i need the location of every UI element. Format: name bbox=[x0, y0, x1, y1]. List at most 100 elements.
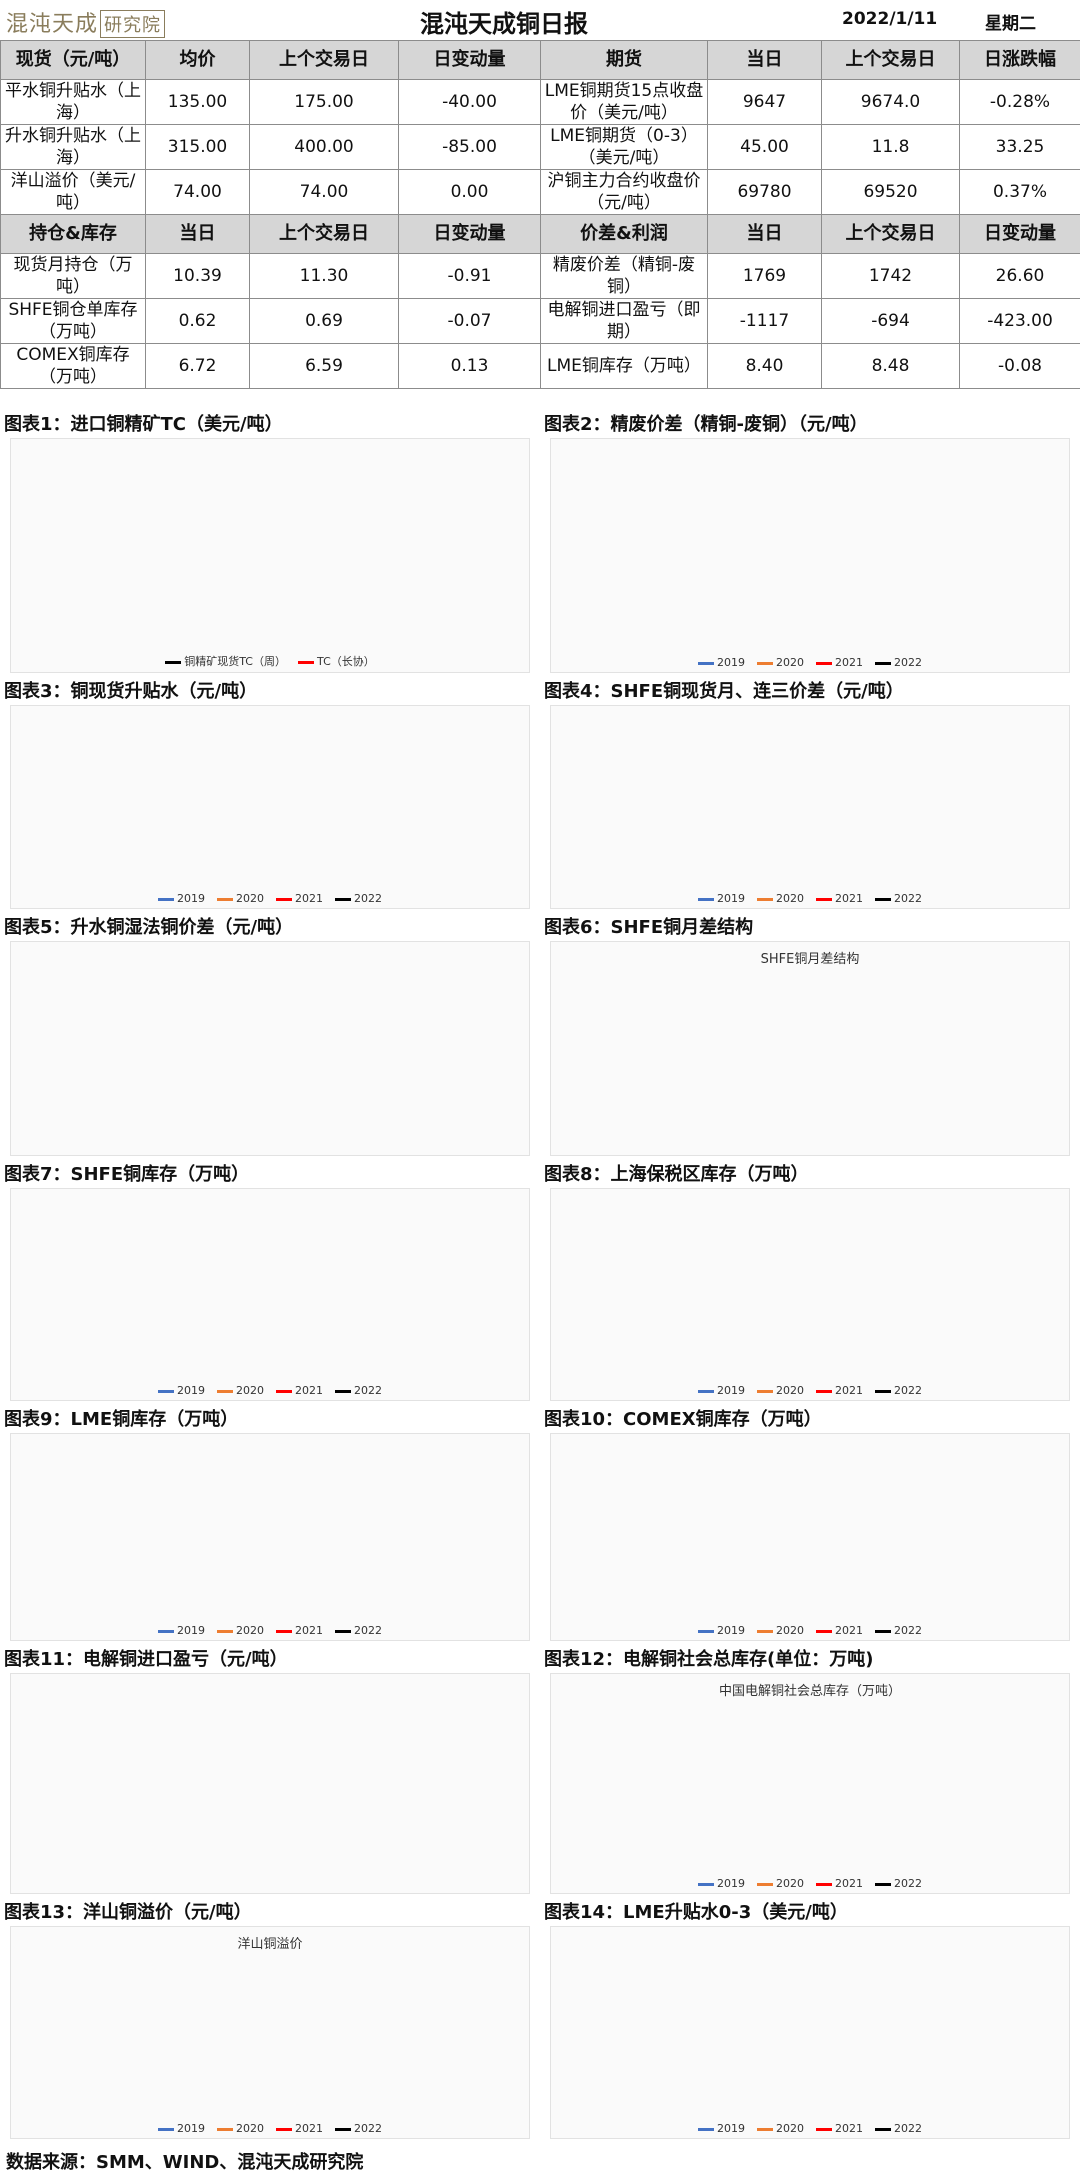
legend-swatch bbox=[276, 1389, 292, 1393]
table-cell: 1742 bbox=[821, 253, 960, 299]
table-header-cell: 日变动量 bbox=[398, 214, 541, 254]
report-title: 混沌天成铜日报 bbox=[420, 9, 588, 38]
table-cell: 沪铜主力合约收盘价（元/吨） bbox=[540, 169, 708, 215]
table-cell: -0.07 bbox=[398, 298, 541, 344]
chart-panel: 图表8：上海保税区库存（万吨） 2019 2020 2021 2022 bbox=[540, 1160, 1080, 1405]
data-source-note: 数据来源：SMM、WIND、混沌天成研究院 bbox=[6, 2152, 364, 2173]
legend-label: 2022 bbox=[894, 2122, 922, 2135]
table-row: 升水铜升贴水（上海） 315.00 400.00 -85.00 LME铜期货（0-3）（… bbox=[0, 124, 1080, 170]
logo-text: 混沌天成 bbox=[6, 12, 99, 37]
chart-caption: 图表4：SHFE铜现货月、连三价差（元/吨） bbox=[544, 681, 904, 702]
chart-inner-title: SHFE铜月差结构 bbox=[760, 952, 860, 967]
table-cell: -423.00 bbox=[959, 298, 1080, 344]
table-cell: 8.48 bbox=[821, 343, 960, 389]
legend-item: 2020 bbox=[757, 2122, 804, 2135]
table-cell: 135.00 bbox=[145, 79, 250, 125]
legend-label: 2019 bbox=[717, 1384, 745, 1397]
legend-label: 2022 bbox=[354, 1624, 382, 1637]
legend-label: 2022 bbox=[354, 892, 382, 905]
table-header-row: 现货（元/吨） 均价 上个交易日 日变动量 期货 当日 上个交易日 日涨跌幅 bbox=[0, 40, 1080, 80]
report-weekday: 星期二 bbox=[985, 14, 1036, 34]
legend-item: 2019 bbox=[158, 1384, 205, 1397]
table-cell: 现货月持仓（万吨） bbox=[0, 253, 146, 299]
table-cell: 洋山溢价（美元/吨） bbox=[0, 169, 146, 215]
legend-swatch bbox=[698, 897, 714, 901]
legend-label: 2019 bbox=[177, 2122, 205, 2135]
legend-label: 2022 bbox=[354, 2122, 382, 2135]
legend-label: 2019 bbox=[717, 656, 745, 669]
chart-plot-area: 2019 2020 2021 2022 bbox=[550, 1433, 1070, 1641]
table-cell: 9647 bbox=[707, 79, 822, 125]
legend-swatch bbox=[217, 1389, 233, 1393]
legend-item: 2019 bbox=[698, 1624, 745, 1637]
legend-swatch bbox=[875, 1389, 891, 1393]
legend-swatch bbox=[158, 897, 174, 901]
legend-label: TC（长协） bbox=[317, 655, 375, 668]
legend-item: 2021 bbox=[816, 656, 863, 669]
chart-caption: 图表10：COMEX铜库存（万吨） bbox=[544, 1409, 822, 1430]
legend-item: 2019 bbox=[698, 656, 745, 669]
chart-caption: 图表14：LME升贴水0-3（美元/吨） bbox=[544, 1902, 848, 1923]
table-cell: 精废价差（精铜-废铜） bbox=[540, 253, 708, 299]
chart-plot-area: 2019 2020 2021 2022 bbox=[550, 1926, 1070, 2139]
chart-panel: 图表6：SHFE铜月差结构 SHFE铜月差结构 bbox=[540, 913, 1080, 1160]
legend-label: 2019 bbox=[177, 1384, 205, 1397]
chart-legend: 2019 2020 2021 2022 bbox=[551, 1877, 1069, 1890]
legend-swatch bbox=[875, 2127, 891, 2131]
legend-label: 2021 bbox=[295, 892, 323, 905]
legend-swatch bbox=[158, 1389, 174, 1393]
chart-inner-title: 中国电解铜社会总库存（万吨） bbox=[718, 1684, 901, 1699]
table-cell: -0.91 bbox=[398, 253, 541, 299]
chart-caption: 图表6：SHFE铜月差结构 bbox=[544, 917, 754, 938]
legend-swatch bbox=[698, 2127, 714, 2131]
legend-label: 2020 bbox=[776, 1624, 804, 1637]
legend-swatch bbox=[217, 897, 233, 901]
legend-label: 2021 bbox=[295, 1384, 323, 1397]
table-cell: 315.00 bbox=[145, 124, 250, 170]
chart-legend: 2019 2020 2021 2022 bbox=[551, 1384, 1069, 1397]
legend-swatch bbox=[757, 661, 773, 665]
chart-panel: 图表5：升水铜湿法铜价差（元/吨） bbox=[0, 913, 540, 1160]
legend-swatch bbox=[276, 897, 292, 901]
legend-item: 2020 bbox=[757, 1877, 804, 1890]
chart-caption: 图表1：进口铜精矿TC（美元/吨） bbox=[4, 414, 283, 435]
chart-panel: 图表10：COMEX铜库存（万吨） 2019 2020 2021 2022 bbox=[540, 1405, 1080, 1645]
legend-swatch bbox=[698, 1629, 714, 1633]
legend-swatch bbox=[335, 897, 351, 901]
legend-item: 2020 bbox=[757, 1384, 804, 1397]
legend-swatch bbox=[158, 1629, 174, 1633]
legend-item: 2021 bbox=[276, 892, 323, 905]
chart-panel: 图表12：电解铜社会总库存(单位：万吨) 中国电解铜社会总库存（万吨） 2019 20… bbox=[540, 1645, 1080, 1898]
table-header-cell: 均价 bbox=[145, 40, 250, 80]
chart-caption: 图表8：上海保税区库存（万吨） bbox=[544, 1164, 809, 1185]
table-cell: 175.00 bbox=[249, 79, 399, 125]
table-header-cell: 上个交易日 bbox=[249, 214, 399, 254]
table-cell: COMEX铜库存（万吨） bbox=[0, 343, 146, 389]
legend-item: 2022 bbox=[875, 1624, 922, 1637]
legend-item: 2020 bbox=[757, 892, 804, 905]
table-cell: 11.30 bbox=[249, 253, 399, 299]
table-cell: 1769 bbox=[707, 253, 822, 299]
legend-item: 2020 bbox=[217, 1384, 264, 1397]
legend-item: 2020 bbox=[217, 892, 264, 905]
legend-label: 2021 bbox=[295, 2122, 323, 2135]
legend-item: 2021 bbox=[816, 1384, 863, 1397]
table-cell: 0.13 bbox=[398, 343, 541, 389]
legend-item: TC（长协） bbox=[298, 655, 375, 668]
legend-item: 2022 bbox=[875, 2122, 922, 2135]
chart-caption: 图表12：电解铜社会总库存(单位：万吨) bbox=[544, 1649, 874, 1670]
table-cell: 74.00 bbox=[249, 169, 399, 215]
legend-swatch bbox=[217, 1629, 233, 1633]
chart-legend: 2019 2020 2021 2022 bbox=[11, 2122, 529, 2135]
chart-plot-area: 铜精矿现货TC（周） TC（长协） bbox=[10, 438, 530, 673]
chart-legend: 铜精矿现货TC（周） TC（长协） bbox=[11, 653, 529, 669]
table-header-cell: 期货 bbox=[540, 40, 708, 80]
legend-item: 2019 bbox=[698, 892, 745, 905]
table-header-cell: 价差&利润 bbox=[540, 214, 708, 254]
table-cell: LME铜期货（0-3）（美元/吨） bbox=[540, 124, 708, 170]
legend-label: 2021 bbox=[835, 2122, 863, 2135]
table-cell: LME铜期货15点收盘价（美元/吨） bbox=[540, 79, 708, 125]
chart-panel: 图表9：LME铜库存（万吨） 2019 2020 2021 2022 bbox=[0, 1405, 540, 1645]
table-cell: 8.40 bbox=[707, 343, 822, 389]
legend-swatch bbox=[816, 2127, 832, 2131]
